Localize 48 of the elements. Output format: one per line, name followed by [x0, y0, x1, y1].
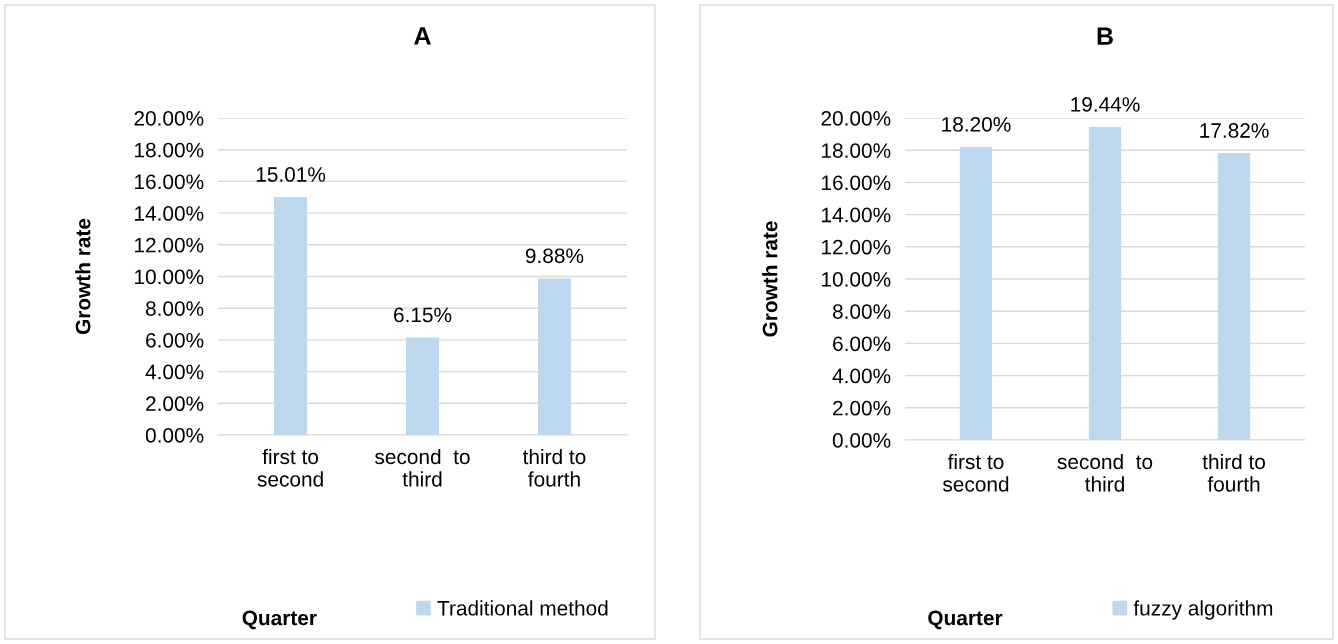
y-tick-label: 18.00%: [822, 143, 891, 158]
bar: [537, 278, 571, 435]
bar: [1217, 153, 1251, 440]
bar: [959, 146, 993, 440]
y-tick-label: 16.00%: [135, 174, 204, 190]
y-tick-label: 20.00%: [134, 111, 204, 126]
y-tick-label: 12.00%: [822, 239, 891, 255]
y-tick-label: 2.00%: [146, 396, 204, 412]
text: 19.44%: [1071, 97, 1140, 112]
text: 15.01%: [256, 167, 326, 182]
text: 18.20%: [942, 117, 1011, 132]
y-axis-title: Growth rate: [762, 221, 778, 337]
y-tick-label: 20.00%: [821, 111, 891, 126]
bar: [406, 337, 439, 435]
bar: [1088, 127, 1122, 440]
text: 9.88%: [525, 248, 584, 264]
y-tick-label: 8.00%: [145, 301, 204, 316]
chart-title: A: [414, 27, 431, 45]
x-tick-label: second to third: [1057, 453, 1153, 492]
x-tick-label: first to second: [942, 453, 1009, 492]
legend-label: Traditional method: [437, 600, 608, 616]
chart-title: B: [1097, 27, 1113, 45]
y-tick-label: 14.00%: [135, 206, 204, 221]
bar: [274, 197, 308, 435]
y-tick-label: 10.00%: [135, 269, 204, 285]
x-axis-title: Quarter: [928, 610, 1003, 630]
y-tick-label: 6.00%: [833, 336, 891, 352]
y-tick-label: 4.00%: [832, 368, 891, 384]
text: 17.82%: [1200, 123, 1269, 138]
y-tick-label: 18.00%: [135, 142, 204, 158]
y-tick-label: 2.00%: [833, 400, 891, 416]
y-axis-title: Growth rate: [75, 218, 91, 335]
x-axis-title: Quarter: [242, 610, 317, 630]
y-tick-label: 12.00%: [135, 237, 204, 253]
y-tick-label: 8.00%: [832, 304, 891, 319]
y-tick-label: 10.00%: [822, 272, 891, 287]
y-tick-label: 4.00%: [145, 364, 204, 380]
text: 6.15%: [394, 307, 452, 323]
y-tick-label: 6.00%: [146, 332, 204, 348]
x-tick-label: third to fourth: [1202, 453, 1266, 492]
x-tick-label: third to fourth: [522, 448, 586, 487]
y-tick-label: 14.00%: [822, 207, 891, 223]
y-tick-label: 16.00%: [822, 175, 891, 191]
x-tick-label: second to third: [375, 448, 470, 487]
y-tick-label: 0.00%: [145, 428, 204, 443]
legend-label: fuzzy algorithm: [1133, 600, 1273, 620]
y-tick-label: 0.00%: [832, 433, 891, 448]
x-tick-label: first to second: [257, 448, 323, 487]
